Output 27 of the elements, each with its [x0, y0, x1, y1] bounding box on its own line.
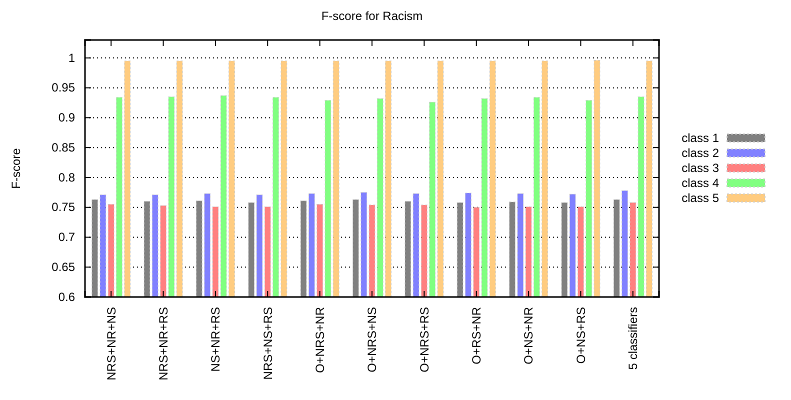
y-tick-label: 0.75 [52, 200, 76, 214]
x-tick-label: NRS+NS+RS [260, 307, 275, 380]
y-tick-label: 0.6 [58, 290, 76, 304]
x-tick-label: O+RS+NR [470, 306, 484, 364]
x-tick-label: O+NS+NR [522, 306, 536, 364]
x-tick-label: NS+NR+RS [208, 307, 223, 372]
legend-label: class 5 [682, 191, 720, 206]
legend-label: class 3 [682, 161, 720, 176]
y-tick-label: 0.9 [58, 110, 76, 125]
x-tick-label: O+NRS+RS [417, 307, 432, 372]
x-tick-label: O+NRS+NS [365, 307, 380, 372]
y-tick-label: 0.7 [58, 230, 76, 244]
x-tick-label: 5 classifiers [626, 307, 640, 370]
y-tick-label: 0.95 [52, 80, 76, 95]
x-tick-label: O+NS+RS [574, 307, 588, 364]
y-tick-label: 0.65 [52, 260, 76, 274]
legend-label: class 4 [682, 176, 720, 190]
legend-label: class 1 [682, 131, 720, 146]
y-axis-title: F-score [9, 148, 23, 189]
x-tick-label: O+NRS+NR [313, 306, 328, 374]
x-tick-label: NRS+NR+RS [156, 307, 170, 380]
chart-title: F-score for Racism [321, 9, 423, 23]
x-tick-label: NRS+NR+NS [104, 307, 118, 380]
y-tick-label: 0.85 [52, 140, 76, 154]
legend-label: class 2 [682, 146, 720, 160]
y-tick-label: 1 [68, 50, 76, 65]
y-tick-label: 0.8 [58, 170, 76, 184]
